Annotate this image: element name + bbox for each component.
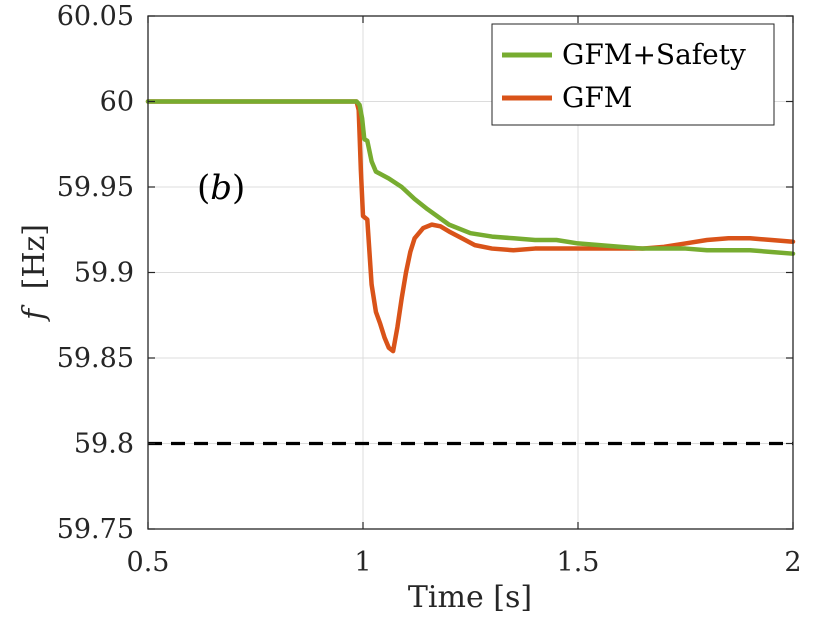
- y-tick-label: 60: [100, 87, 134, 118]
- annotation-paren-close: ): [232, 168, 245, 208]
- y-tick-label: 59.8: [74, 429, 134, 460]
- x-tick-label: 1: [354, 547, 371, 578]
- y-tick-labels: 59.75 59.8 59.85 59.9 59.95 60 60.05: [57, 1, 134, 545]
- x-tick-labels: 0.5 1 1.5 2: [127, 547, 802, 578]
- annotation-paren-open: (: [197, 168, 210, 208]
- x-axis-label: Time [s]: [408, 580, 532, 615]
- x-tick-label: 2: [784, 547, 801, 578]
- x-tick-label: 1.5: [557, 547, 600, 578]
- y-tick-label: 60.05: [57, 1, 134, 32]
- legend-label-gfm: GFM: [562, 81, 632, 114]
- y-axis-label: f [Hz]: [17, 224, 52, 322]
- y-tick-label: 59.9: [74, 258, 134, 289]
- y-tick-label: 59.75: [57, 514, 134, 545]
- y-axis-label-unit: [Hz]: [17, 224, 52, 289]
- y-tick-label: 59.85: [57, 343, 134, 374]
- x-tick-label: 0.5: [127, 547, 170, 578]
- legend-box: [491, 23, 775, 126]
- annotation-letter: b: [210, 168, 232, 208]
- y-tick-label: 59.95: [57, 172, 134, 203]
- series-layer: [145, 99, 796, 354]
- legend-label-gfm-safety: GFM+Safety: [562, 38, 746, 71]
- panel-annotation: (b): [197, 168, 245, 208]
- svg-text:f [Hz]: f [Hz]: [17, 224, 52, 322]
- ticks: [147, 15, 794, 530]
- y-axis-label-symbol: f: [17, 304, 52, 322]
- series-line-gfm: [145, 99, 796, 354]
- legend: GFM+Safety GFM: [491, 23, 775, 126]
- series-line-gfm-safety: [145, 99, 796, 256]
